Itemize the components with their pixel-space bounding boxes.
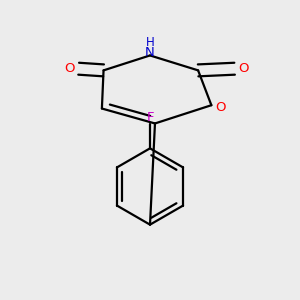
Text: F: F bbox=[146, 111, 154, 124]
Text: O: O bbox=[64, 62, 75, 75]
Text: H: H bbox=[146, 36, 154, 49]
Text: N: N bbox=[145, 46, 155, 59]
Text: O: O bbox=[238, 62, 249, 75]
Text: O: O bbox=[215, 101, 226, 114]
